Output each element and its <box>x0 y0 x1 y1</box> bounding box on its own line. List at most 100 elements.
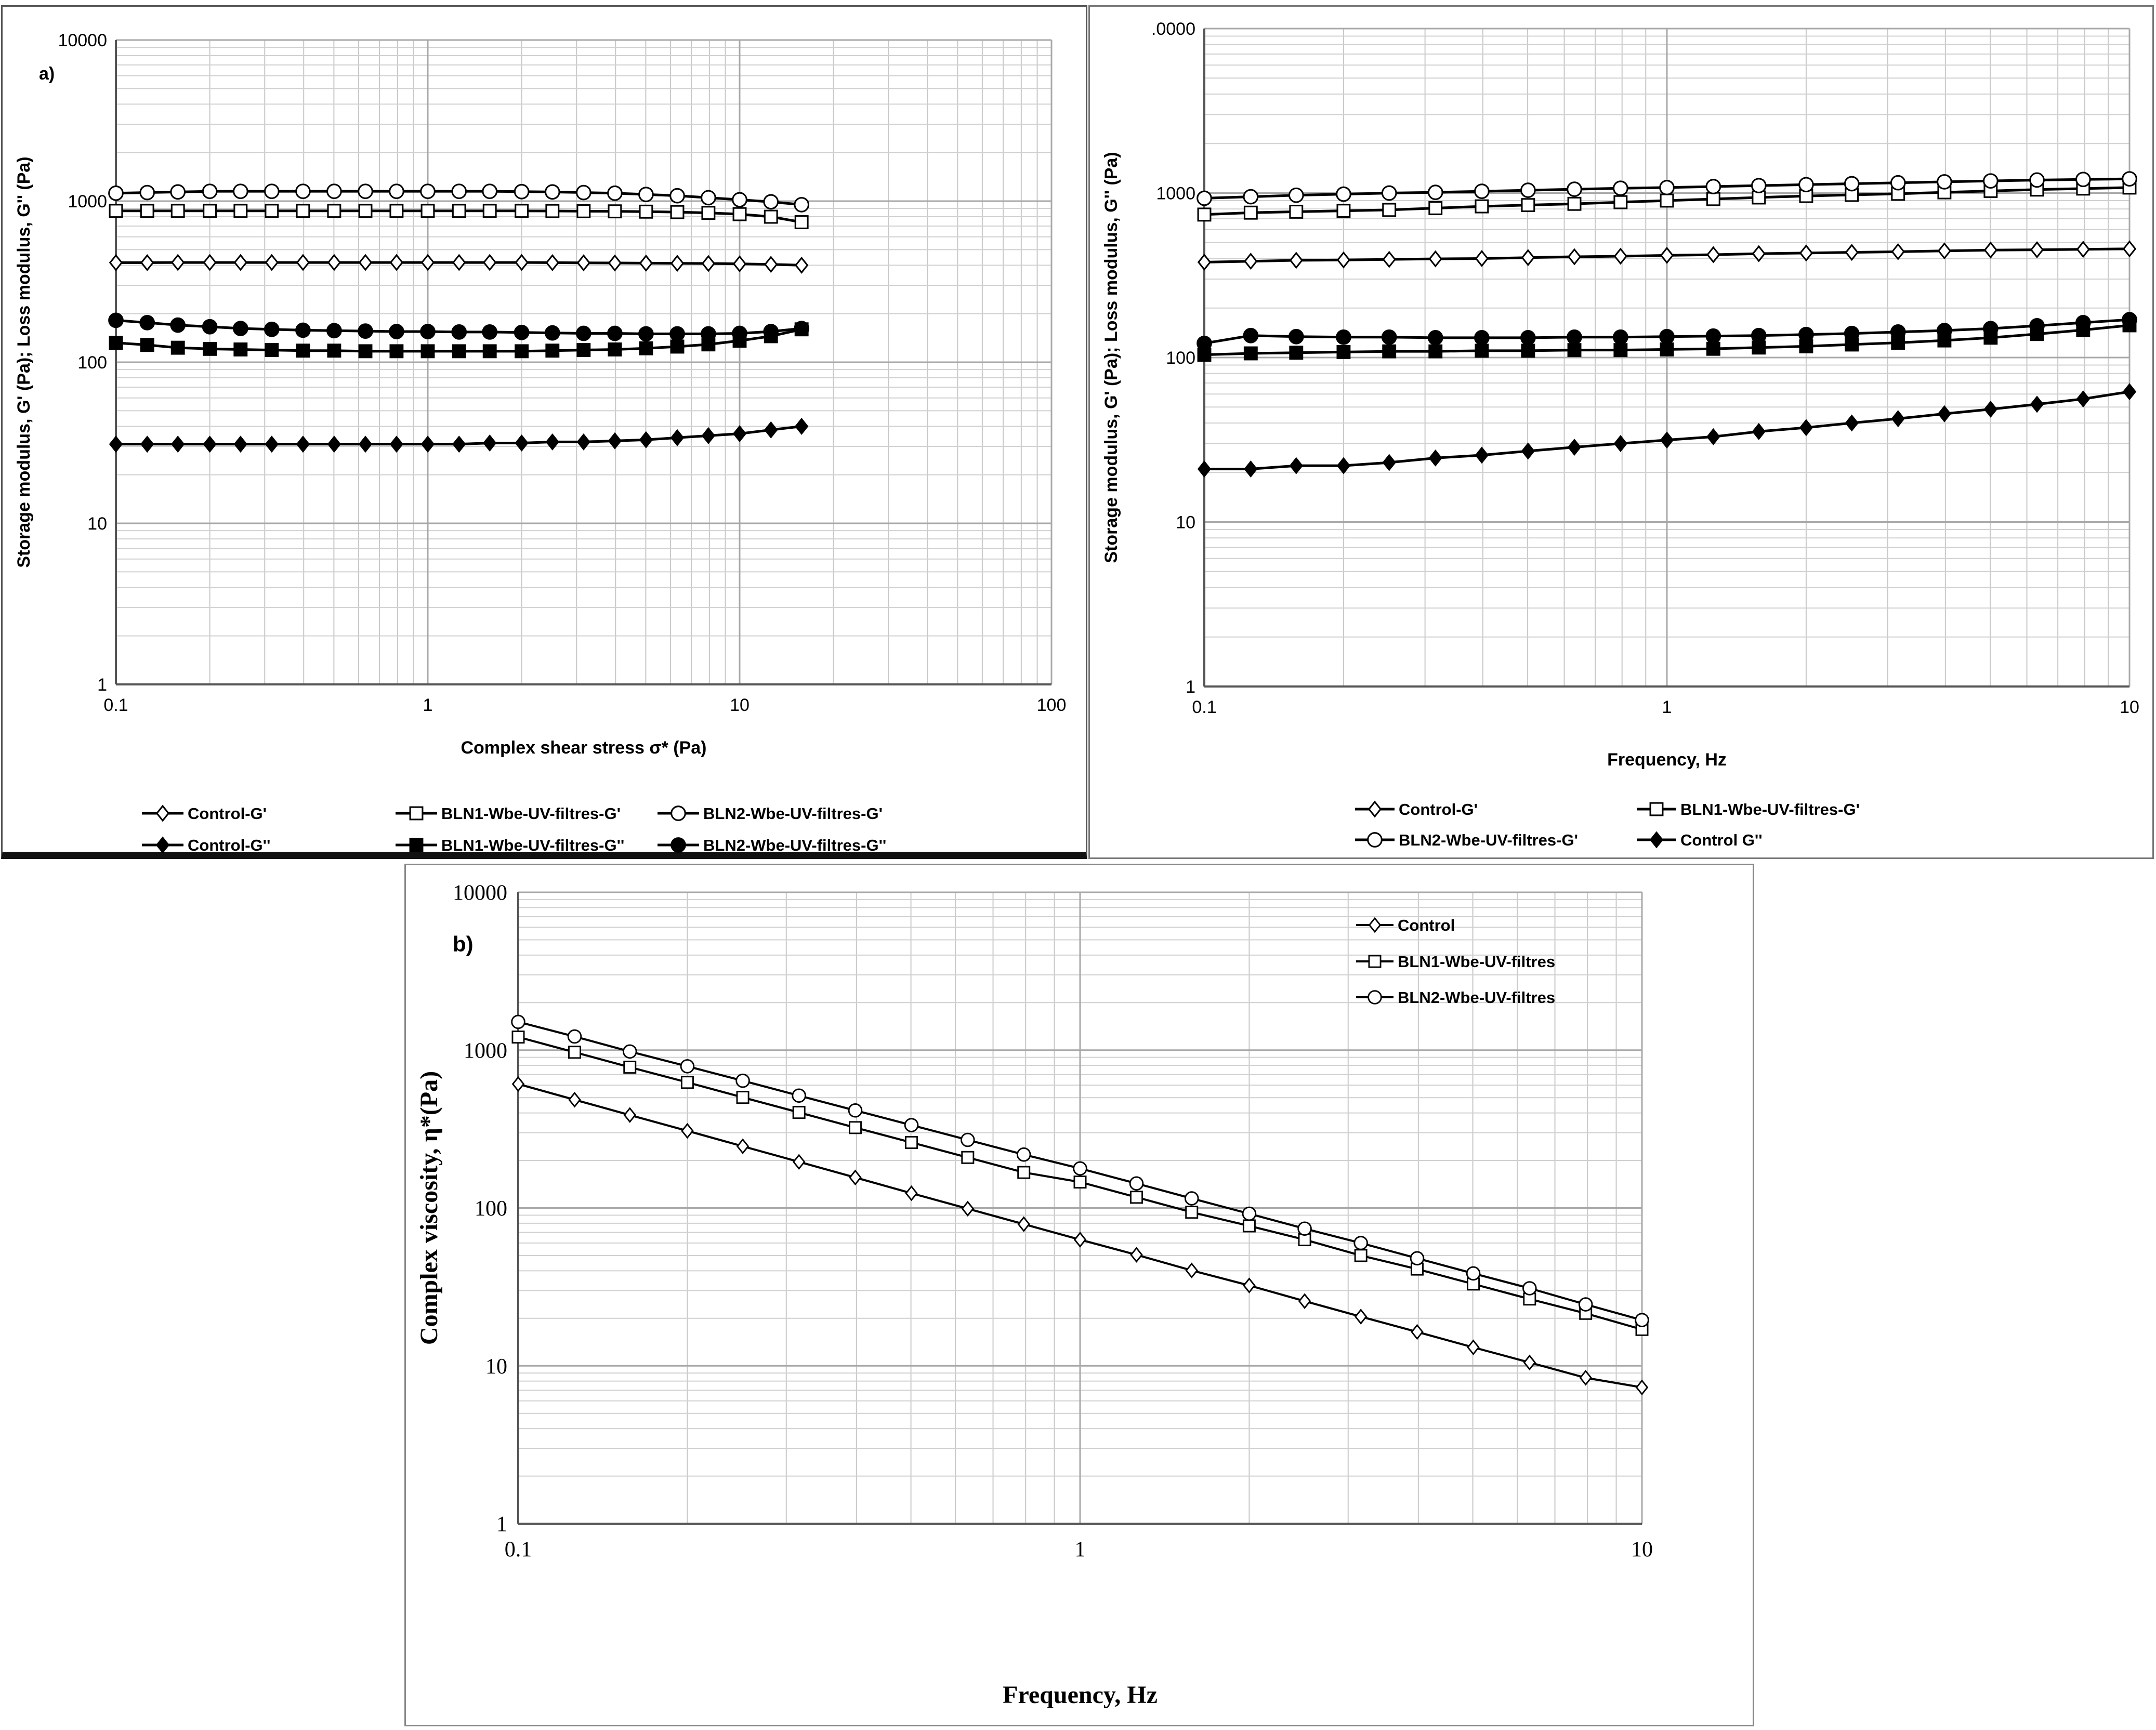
data-point <box>1844 325 1860 341</box>
y-tick-label: 10 <box>485 1355 507 1379</box>
data-point <box>452 204 466 218</box>
data-point <box>109 336 123 350</box>
data-point <box>2075 171 2091 188</box>
data-point <box>389 183 404 200</box>
chart-panel-b: 0.1 1 10 1 10 100 1000 10000 Frequency, Hz Comple… <box>404 864 1754 1726</box>
data-point <box>170 317 186 333</box>
data-point <box>139 184 155 201</box>
data-point <box>1635 1379 1649 1396</box>
data-point <box>2122 312 2137 327</box>
y-tick-label: 10 <box>87 514 107 534</box>
data-point <box>545 344 560 358</box>
data-point <box>732 192 747 208</box>
data-point <box>567 1029 582 1044</box>
data-point <box>1983 241 1998 259</box>
data-point <box>1073 1161 1087 1176</box>
data-point <box>1243 327 1259 344</box>
data-point <box>1242 1206 1257 1221</box>
grid <box>115 39 1053 685</box>
data-point <box>794 321 810 336</box>
data-point <box>701 206 716 220</box>
data-point <box>1567 181 1582 197</box>
data-point <box>2029 318 2045 334</box>
x-axis-title: Frequency, Hz <box>1003 1681 1158 1709</box>
data-point <box>170 340 185 355</box>
data-point <box>1890 324 1906 340</box>
legend-entry: Control G'' <box>1637 831 1763 849</box>
data-point <box>1197 254 1212 271</box>
data-point <box>1844 176 1860 192</box>
data-point <box>670 429 685 446</box>
data-point <box>576 204 591 218</box>
data-point <box>905 1185 918 1201</box>
y-tick-label: 100 <box>475 1197 507 1221</box>
x-tick-label: 0.1 <box>1192 697 1216 717</box>
data-point <box>961 1200 975 1217</box>
data-point <box>420 435 435 453</box>
data-point <box>732 325 747 341</box>
data-point <box>905 1135 918 1149</box>
data-point <box>1660 342 1674 356</box>
y-tick-label: 1000 <box>1156 183 1195 203</box>
data-point <box>1336 457 1351 474</box>
data-point <box>1845 244 1859 261</box>
data-point <box>1751 327 1767 344</box>
series <box>511 1031 1649 1336</box>
data-point <box>327 204 341 218</box>
data-point <box>639 431 653 448</box>
data-point <box>1243 205 1258 220</box>
data-point <box>232 321 248 336</box>
y-tick-label: 10000 <box>453 881 507 905</box>
data-point <box>1798 326 1814 342</box>
data-point <box>389 254 404 271</box>
data-point <box>1288 328 1304 345</box>
legend-entry: Control-G' <box>1355 800 1478 818</box>
data-point <box>1983 321 1999 337</box>
data-point <box>1073 1176 1087 1189</box>
data-point <box>514 324 530 340</box>
data-point <box>515 434 529 452</box>
data-point <box>736 1138 750 1155</box>
data-point <box>545 433 559 451</box>
data-point <box>327 344 341 358</box>
data-point <box>568 1091 581 1108</box>
data-point <box>2030 395 2044 413</box>
x-tick-label: 0.1 <box>103 695 128 715</box>
data-point <box>296 435 310 453</box>
y-tick-label: 100 <box>77 353 107 373</box>
data-point <box>1613 247 1628 265</box>
data-point <box>1567 343 1582 358</box>
legend-label: BLN1-Wbe-UV-filtres <box>1398 953 1555 971</box>
data-point <box>1613 435 1628 452</box>
data-point <box>233 204 248 218</box>
legend-marker <box>671 837 686 853</box>
data-point <box>203 204 217 218</box>
legend-label: BLN2-Wbe-UV-filtres <box>1398 988 1555 1007</box>
legend-label: BLN1-Wbe-UV-filtres-G'' <box>441 836 624 854</box>
data-point <box>792 1106 806 1119</box>
series <box>108 312 810 342</box>
data-point <box>1244 460 1258 478</box>
data-point <box>1475 344 1489 358</box>
data-point <box>795 417 809 435</box>
data-point <box>732 425 747 443</box>
data-point <box>389 435 404 453</box>
y-tick-label: 1 <box>1186 677 1195 697</box>
data-point <box>1411 1324 1424 1340</box>
data-point <box>511 1014 525 1029</box>
data-point <box>1706 428 1720 445</box>
data-point <box>483 434 497 452</box>
x-tick-label: 1 <box>1662 697 1672 717</box>
data-point <box>1382 250 1396 268</box>
legend-label: BLN1-Wbe-UV-filtres-G' <box>1680 800 1860 818</box>
data-point <box>514 183 530 200</box>
series <box>511 1014 1649 1327</box>
data-point <box>763 194 779 210</box>
data-point <box>961 1151 975 1164</box>
data-point <box>1521 442 1535 460</box>
data-point <box>1197 335 1212 351</box>
data-point <box>265 254 279 271</box>
data-point <box>1613 329 1628 345</box>
data-point <box>1937 242 1952 260</box>
data-point <box>1567 439 1582 456</box>
